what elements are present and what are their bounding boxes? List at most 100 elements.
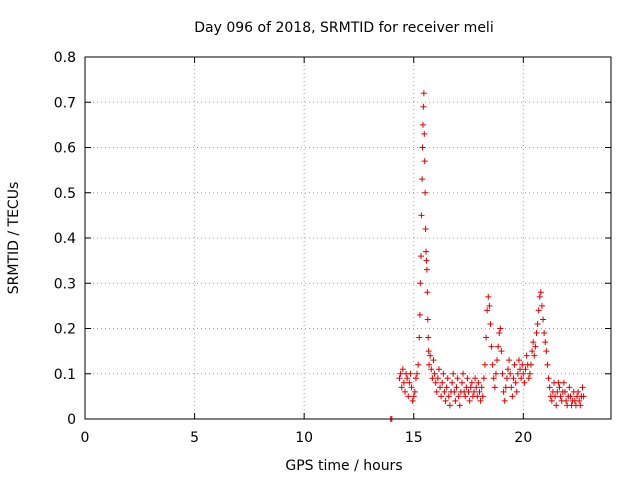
data-point (401, 388, 408, 395)
data-point (419, 144, 426, 151)
x-axis-label: GPS time / hours (285, 458, 402, 474)
data-point (428, 366, 435, 373)
data-point (431, 370, 438, 377)
data-point (510, 375, 517, 382)
data-point (500, 388, 507, 395)
data-point (534, 320, 541, 327)
data-point (508, 384, 515, 391)
data-point (481, 361, 488, 368)
data-point (486, 302, 493, 309)
data-point (545, 375, 552, 382)
data-point (396, 375, 403, 382)
data-point (536, 293, 543, 300)
data-point (453, 384, 460, 391)
data-point (433, 388, 440, 395)
data-point (409, 397, 416, 404)
data-point (513, 388, 520, 395)
data-point (526, 370, 533, 377)
data-point (504, 366, 511, 373)
data-point (567, 393, 574, 400)
data-point (404, 375, 411, 382)
data-point (445, 393, 452, 400)
data-point (575, 388, 582, 395)
y-tick-label: 0 (67, 412, 76, 428)
data-point (483, 334, 490, 341)
data-point (444, 375, 451, 382)
data-point (416, 311, 423, 318)
data-point (399, 366, 406, 373)
data-point (543, 348, 550, 355)
data-point (477, 397, 484, 404)
data-point (446, 402, 453, 409)
data-point (415, 361, 422, 368)
data-point (475, 379, 482, 386)
y-tick-label: 0.4 (54, 231, 76, 247)
data-point (400, 379, 407, 386)
data-point (478, 384, 485, 391)
data-point (471, 388, 478, 395)
x-tick-label: 10 (295, 430, 313, 446)
data-point (460, 370, 467, 377)
data-point (544, 361, 551, 368)
chart-title: Day 096 of 2018, SRMTID for receiver mel… (194, 20, 493, 36)
data-point (462, 393, 469, 400)
data-point (484, 307, 491, 314)
data-point (553, 402, 560, 409)
data-point (540, 316, 547, 323)
data-point (496, 330, 503, 337)
data-point (474, 393, 481, 400)
data-point (501, 397, 508, 404)
data-point (488, 343, 495, 350)
data-point (494, 357, 501, 364)
data-point (512, 379, 519, 386)
data-point (424, 289, 431, 296)
data-point (405, 393, 412, 400)
y-tick-label: 0.3 (54, 276, 76, 292)
data-point (489, 361, 496, 368)
data-point (472, 375, 479, 382)
data-point (530, 339, 537, 346)
data-point (439, 379, 446, 386)
y-tick-label: 0.1 (54, 367, 76, 383)
data-points (387, 90, 587, 422)
data-point (423, 266, 430, 273)
tick-layer: 0 0.1 0.2 0.3 0.4 0.5 0.6 0.7 0.8 0 5 10 15 20 (54, 50, 611, 446)
data-point (412, 375, 419, 382)
data-point (552, 393, 559, 400)
data-point (419, 176, 426, 183)
data-point (541, 330, 548, 337)
data-point (408, 384, 415, 391)
data-point (554, 388, 561, 395)
data-point (492, 370, 499, 377)
data-point (503, 375, 510, 382)
data-point (420, 103, 427, 110)
data-point (518, 375, 525, 382)
data-point (417, 280, 424, 287)
data-point (531, 352, 538, 359)
x-tick-label: 0 (81, 430, 90, 446)
data-point (485, 293, 492, 300)
data-point (426, 361, 433, 368)
data-point (517, 366, 524, 373)
data-point (467, 384, 474, 391)
data-point (422, 189, 429, 196)
data-point (497, 325, 504, 332)
data-point (465, 388, 472, 395)
data-point (523, 352, 530, 359)
data-point (529, 348, 536, 355)
data-point (577, 402, 584, 409)
data-point (563, 397, 570, 404)
data-point (538, 302, 545, 309)
data-point (449, 379, 456, 386)
data-point (429, 375, 436, 382)
data-point (542, 339, 549, 346)
data-point (397, 370, 404, 377)
data-point (440, 370, 447, 377)
data-point (507, 370, 514, 377)
data-point (498, 348, 505, 355)
data-point (506, 357, 513, 364)
data-point (556, 384, 563, 391)
data-point (532, 343, 539, 350)
data-point (473, 384, 480, 391)
